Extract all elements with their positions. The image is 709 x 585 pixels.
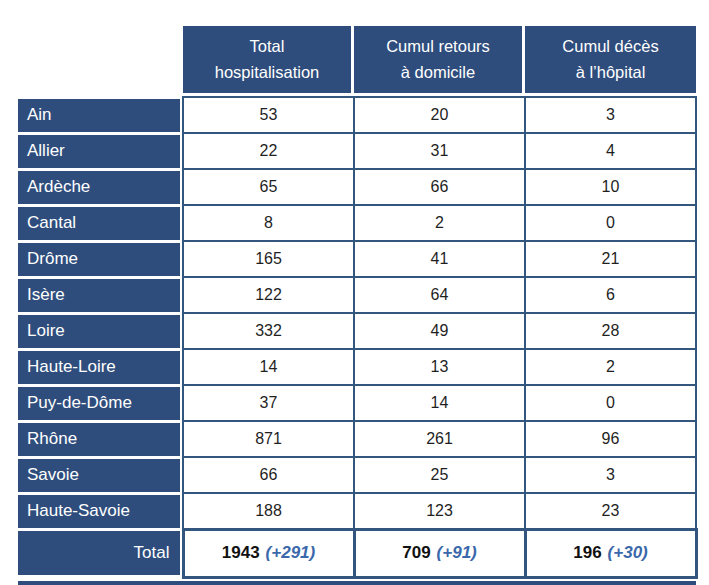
row-label: Cantal xyxy=(18,207,180,240)
value-cell: 37 xyxy=(183,385,354,421)
row-label: Loire xyxy=(18,315,180,348)
value-cell: 49 xyxy=(354,313,525,349)
value-cell: 122 xyxy=(183,277,354,313)
value-cell: 41 xyxy=(354,241,525,277)
total-delta: (+91) xyxy=(437,543,477,562)
column-header-total-hospitalisation: Total hospitalisation xyxy=(183,26,354,97)
value-cell: 871 xyxy=(183,421,354,457)
table-row-haute-savoie: Haute-Savoie 188 123 23 xyxy=(18,493,696,529)
table-row-puy-de-dome: Puy-de-Dôme 37 14 0 xyxy=(18,385,696,421)
row-label: Haute-Loire xyxy=(18,351,180,384)
value-cell: 53 xyxy=(183,97,354,133)
table-row-ain: Ain 53 20 3 xyxy=(18,97,696,133)
table-row-ardeche: Ardèche 65 66 10 xyxy=(18,169,696,205)
row-label: Puy-de-Dôme xyxy=(18,387,180,420)
table-row-haute-loire: Haute-Loire 14 13 2 xyxy=(18,349,696,385)
value-cell: 0 xyxy=(525,385,696,421)
value-cell: 3 xyxy=(525,457,696,493)
total-row: Total 1943 (+291) 709 (+91) 196 (+30) xyxy=(18,529,696,577)
table-row-isere: Isère 122 64 6 xyxy=(18,277,696,313)
table-bottom-border xyxy=(18,581,696,585)
value-cell: 66 xyxy=(183,457,354,493)
total-cell-hospitalisation: 1943 (+291) xyxy=(183,529,354,577)
header-chip: Cumul retours à domicile xyxy=(354,26,522,93)
row-label: Ardèche xyxy=(18,171,180,204)
total-delta: (+30) xyxy=(608,543,648,562)
row-label: Ain xyxy=(18,99,180,132)
value-cell: 0 xyxy=(525,205,696,241)
value-cell: 25 xyxy=(354,457,525,493)
row-label: Haute-Savoie xyxy=(18,495,180,528)
row-label: Rhône xyxy=(18,423,180,456)
row-label: Drôme xyxy=(18,243,180,276)
value-cell: 31 xyxy=(354,133,525,169)
table-row-cantal: Cantal 8 2 0 xyxy=(18,205,696,241)
value-cell: 65 xyxy=(183,169,354,205)
table-row-allier: Allier 22 31 4 xyxy=(18,133,696,169)
value-cell: 13 xyxy=(354,349,525,385)
value-cell: 64 xyxy=(354,277,525,313)
total-value: 709 xyxy=(402,543,430,562)
value-cell: 188 xyxy=(183,493,354,529)
header-line: à domicile xyxy=(401,60,475,86)
total-row-label: Total xyxy=(18,531,180,575)
value-cell: 2 xyxy=(354,205,525,241)
corner-cell xyxy=(18,26,183,97)
value-cell: 96 xyxy=(525,421,696,457)
value-cell: 165 xyxy=(183,241,354,277)
header-line: Cumul retours xyxy=(386,34,490,60)
value-cell: 3 xyxy=(525,97,696,133)
value-cell: 21 xyxy=(525,241,696,277)
value-cell: 332 xyxy=(183,313,354,349)
value-cell: 261 xyxy=(354,421,525,457)
table-row-loire: Loire 332 49 28 xyxy=(18,313,696,349)
value-cell: 123 xyxy=(354,493,525,529)
total-cell-retours: 709 (+91) xyxy=(354,529,525,577)
header-line: Cumul décès xyxy=(562,34,658,60)
value-cell: 22 xyxy=(183,133,354,169)
value-cell: 6 xyxy=(525,277,696,313)
value-cell: 28 xyxy=(525,313,696,349)
header-line: Total xyxy=(250,34,285,60)
value-cell: 14 xyxy=(354,385,525,421)
value-cell: 2 xyxy=(525,349,696,385)
column-header-cumul-retours: Cumul retours à domicile xyxy=(354,26,525,97)
value-cell: 10 xyxy=(525,169,696,205)
header-line: à l’hôpital xyxy=(576,60,646,86)
total-value: 196 xyxy=(573,543,601,562)
value-cell: 14 xyxy=(183,349,354,385)
header-chip: Total hospitalisation xyxy=(183,26,351,93)
table-row-drome: Drôme 165 41 21 xyxy=(18,241,696,277)
value-cell: 4 xyxy=(525,133,696,169)
table-row-savoie: Savoie 66 25 3 xyxy=(18,457,696,493)
row-label: Savoie xyxy=(18,459,180,492)
value-cell: 20 xyxy=(354,97,525,133)
value-cell: 8 xyxy=(183,205,354,241)
value-cell: 66 xyxy=(354,169,525,205)
header-chip: Cumul décès à l’hôpital xyxy=(525,26,696,93)
covid-region-table: Total hospitalisation Cumul retours à do… xyxy=(18,26,698,579)
page: Total hospitalisation Cumul retours à do… xyxy=(0,0,709,585)
total-value: 1943 xyxy=(222,543,260,562)
total-cell-deces: 196 (+30) xyxy=(525,529,696,577)
row-label: Allier xyxy=(18,135,180,168)
row-label: Isère xyxy=(18,279,180,312)
table-row-rhone: Rhône 871 261 96 xyxy=(18,421,696,457)
header-line: hospitalisation xyxy=(215,60,320,86)
value-cell: 23 xyxy=(525,493,696,529)
total-delta: (+291) xyxy=(266,543,316,562)
header-row: Total hospitalisation Cumul retours à do… xyxy=(18,26,696,97)
column-header-cumul-deces: Cumul décès à l’hôpital xyxy=(525,26,696,97)
